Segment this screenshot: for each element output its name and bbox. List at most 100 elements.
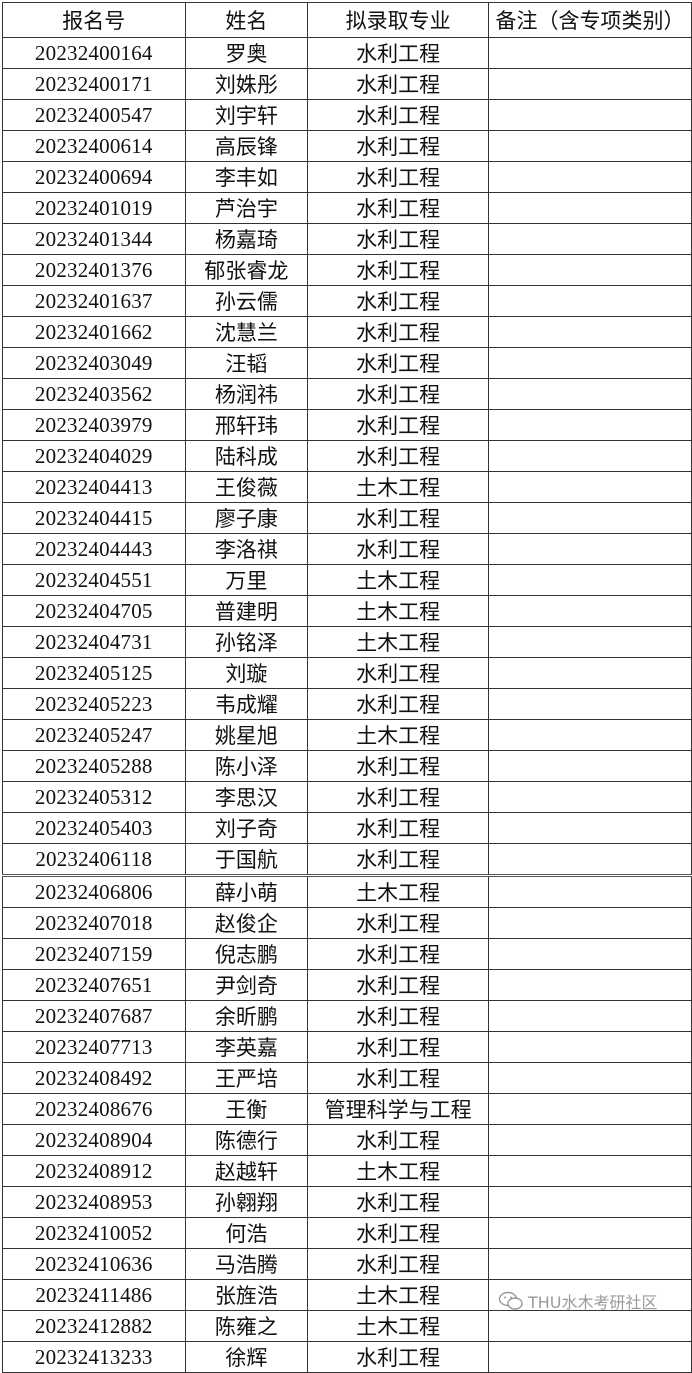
cell-major: 水利工程 (307, 99, 490, 131)
table-row: 20232410052 何浩 水利工程 (2, 1217, 692, 1249)
cell-id: 20232401376 (2, 254, 186, 286)
cell-id: 20232406806 (2, 874, 186, 908)
cell-major: 水利工程 (307, 223, 490, 255)
cell-remarks (488, 626, 692, 658)
cell-remarks (488, 1062, 692, 1094)
cell-name: 张旌浩 (184, 1279, 309, 1311)
cell-name: 孙翱翔 (184, 1186, 309, 1218)
cell-major: 土木工程 (307, 564, 490, 596)
cell-id: 20232408676 (2, 1093, 186, 1125)
cell-remarks (488, 1000, 692, 1032)
cell-id: 20232407651 (2, 969, 186, 1001)
table-row: 20232408676 王衡 管理科学与工程 (2, 1093, 692, 1125)
cell-major: 土木工程 (307, 1279, 490, 1311)
table-row: 20232405403 刘子奇 水利工程 (2, 812, 692, 844)
table-row: 20232405125 刘璇 水利工程 (2, 657, 692, 689)
cell-major: 水利工程 (307, 688, 490, 720)
table-row: 20232403979 邢轩玮 水利工程 (2, 409, 692, 441)
cell-id: 20232404551 (2, 564, 186, 596)
cell-remarks (488, 688, 692, 720)
cell-remarks (488, 1093, 692, 1125)
cell-major: 水利工程 (307, 1248, 490, 1280)
cell-remarks (488, 99, 692, 131)
table-row: 20232403049 汪韬 水利工程 (2, 347, 692, 379)
cell-name: 杨嘉琦 (184, 223, 309, 255)
cell-name: 倪志鹏 (184, 938, 309, 970)
cell-id: 20232403562 (2, 378, 186, 410)
header-name: 姓名 (184, 2, 309, 38)
cell-name: 李思汉 (184, 781, 309, 813)
table-row: 20232401637 孙云儒 水利工程 (2, 285, 692, 317)
cell-id: 20232408492 (2, 1062, 186, 1094)
cell-id: 20232407713 (2, 1031, 186, 1063)
cell-id: 20232407018 (2, 907, 186, 939)
cell-remarks (488, 564, 692, 596)
header-row: 报名号 姓名 拟录取专业 备注（含专项类别） (2, 2, 692, 38)
cell-id: 20232404029 (2, 440, 186, 472)
cell-remarks (488, 750, 692, 782)
cell-id: 20232405125 (2, 657, 186, 689)
cell-name: 李英嘉 (184, 1031, 309, 1063)
cell-name: 尹剑奇 (184, 969, 309, 1001)
table-row: 20232404415 廖子康 水利工程 (2, 502, 692, 534)
cell-remarks (488, 1031, 692, 1063)
table-row: 20232404029 陆科成 水利工程 (2, 440, 692, 472)
table-row: 20232410636 马浩腾 水利工程 (2, 1248, 692, 1280)
cell-id: 20232405247 (2, 719, 186, 751)
cell-major: 水利工程 (307, 1217, 490, 1249)
cell-remarks (488, 907, 692, 939)
cell-name: 高辰锋 (184, 130, 309, 162)
cell-id: 20232401019 (2, 192, 186, 224)
table-row: 20232407713 李英嘉 水利工程 (2, 1031, 692, 1063)
cell-name: 芦治宇 (184, 192, 309, 224)
cell-remarks (488, 1248, 692, 1280)
cell-remarks (488, 938, 692, 970)
cell-name: 罗奥 (184, 37, 309, 69)
table-row: 20232407687 余昕鹏 水利工程 (2, 1000, 692, 1032)
cell-major: 水利工程 (307, 1062, 490, 1094)
cell-id: 20232403049 (2, 347, 186, 379)
cell-major: 水利工程 (307, 1000, 490, 1032)
table-row: 20232401344 杨嘉琦 水利工程 (2, 223, 692, 255)
cell-major: 土木工程 (307, 719, 490, 751)
cell-name: 杨润祎 (184, 378, 309, 410)
table-row: 20232407651 尹剑奇 水利工程 (2, 969, 692, 1001)
cell-major: 水利工程 (307, 1124, 490, 1156)
table-row: 20232412882 陈雍之 土木工程 (2, 1310, 692, 1342)
table-row: 20232407018 赵俊企 水利工程 (2, 907, 692, 939)
table-row: 20232413233 徐辉 水利工程 (2, 1341, 692, 1373)
cell-major: 水利工程 (307, 657, 490, 689)
cell-id: 20232407687 (2, 1000, 186, 1032)
table-row: 20232401019 芦治宇 水利工程 (2, 192, 692, 224)
cell-name: 陈雍之 (184, 1310, 309, 1342)
cell-remarks (488, 657, 692, 689)
cell-name: 何浩 (184, 1217, 309, 1249)
cell-remarks (488, 378, 692, 410)
table-row: 20232408904 陈德行 水利工程 (2, 1124, 692, 1156)
cell-remarks (488, 285, 692, 317)
cell-remarks (488, 37, 692, 69)
watermark: THU水木考研社区 (498, 1289, 658, 1313)
cell-name: 刘姝彤 (184, 68, 309, 100)
cell-name: 廖子康 (184, 502, 309, 534)
cell-name: 王严培 (184, 1062, 309, 1094)
cell-major: 水利工程 (307, 1031, 490, 1063)
cell-name: 徐辉 (184, 1341, 309, 1373)
cell-id: 20232400164 (2, 37, 186, 69)
cell-name: 李洛祺 (184, 533, 309, 565)
cell-remarks (488, 969, 692, 1001)
header-remarks: 备注（含专项类别） (488, 2, 692, 38)
cell-name: 普建明 (184, 595, 309, 627)
cell-name: 韦成耀 (184, 688, 309, 720)
cell-id: 20232401662 (2, 316, 186, 348)
cell-name: 孙云儒 (184, 285, 309, 317)
table-row: 20232404413 王俊薇 土木工程 (2, 471, 692, 503)
cell-major: 水利工程 (307, 347, 490, 379)
cell-remarks (488, 1310, 692, 1342)
cell-name: 姚星旭 (184, 719, 309, 751)
cell-name: 李丰如 (184, 161, 309, 193)
cell-id: 20232410052 (2, 1217, 186, 1249)
watermark-text: THU水木考研社区 (528, 1293, 658, 1312)
cell-id: 20232404415 (2, 502, 186, 534)
cell-name: 刘璇 (184, 657, 309, 689)
